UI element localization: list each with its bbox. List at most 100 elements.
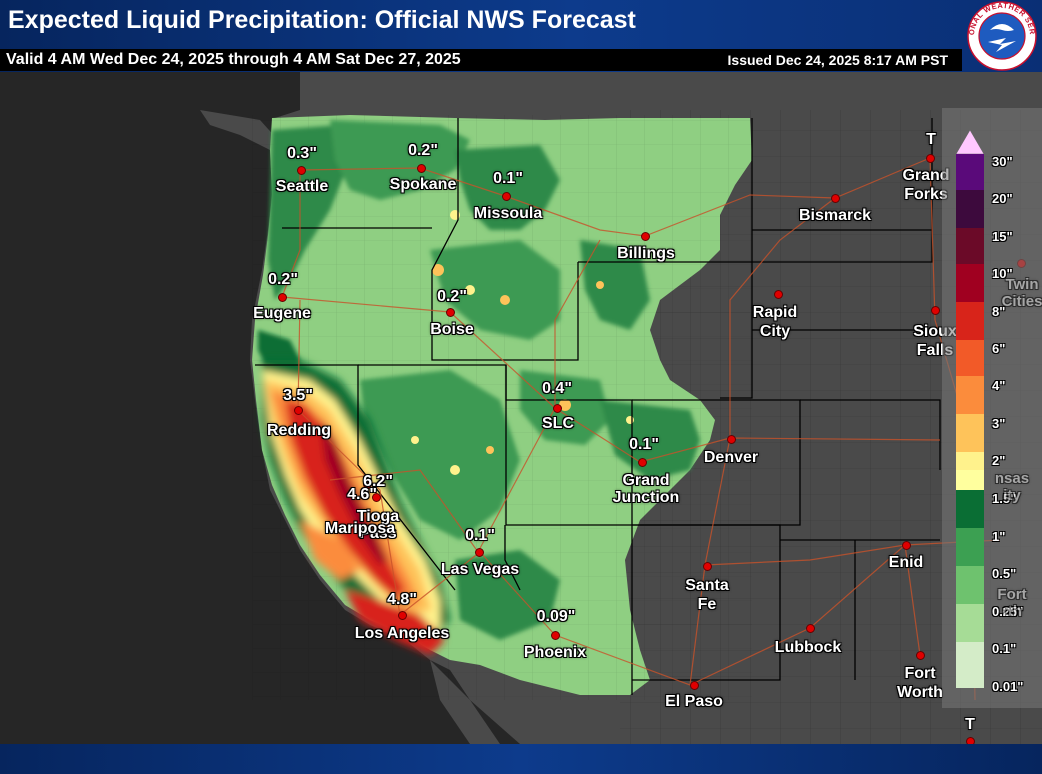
- city-dot-denver: [726, 434, 736, 444]
- legend-swatch: [956, 264, 984, 302]
- city-dot-el-paso: [689, 680, 699, 690]
- amount-south: T: [965, 716, 975, 733]
- amount-las-vegas: 0.1": [465, 527, 495, 544]
- legend-swatch: [956, 566, 984, 604]
- precip-map: [0, 72, 1042, 744]
- city-dot-sioux-falls: [930, 305, 940, 315]
- city-dot-tioga-pass: [371, 492, 381, 502]
- city-dot-boise: [445, 307, 455, 317]
- city-name-enid: Enid: [888, 554, 924, 571]
- map-title: Expected Liquid Precipitation: Official …: [8, 6, 636, 34]
- amount-los-angeles: 4.8": [387, 591, 417, 608]
- amount-tioga-pass: 6.2": [363, 473, 393, 490]
- city-dot-seattle: [296, 165, 306, 175]
- legend-swatch: [956, 490, 984, 528]
- city-dot-grand-junction: [637, 457, 647, 467]
- faded-label-twin-cities: Twin Cities: [1001, 276, 1042, 310]
- city-name-redding: Redding: [267, 422, 331, 439]
- city-name-las-vegas: Las Vegas: [440, 561, 520, 578]
- city-dot-phoenix: [550, 630, 560, 640]
- legend-label: 4": [992, 378, 1006, 393]
- city-name-slc: SLC: [542, 415, 574, 432]
- legend-label: 6": [992, 341, 1006, 356]
- legend-swatch: [956, 154, 984, 190]
- faded-label-fort-smith: Fort rth: [997, 586, 1027, 620]
- precip-coastal-heavy: [262, 360, 450, 655]
- city-dot-lubbock: [805, 623, 815, 633]
- legend-label: 1": [992, 529, 1006, 544]
- header-bar: Expected Liquid Precipitation: Official …: [0, 0, 1042, 72]
- legend-swatch: [956, 340, 984, 376]
- legend-swatch: [956, 528, 984, 566]
- nws-logo: NATIONAL WEATHER SERVICE: [962, 0, 1037, 71]
- legend-swatch: [956, 642, 984, 688]
- city-dot-mariposa: [362, 479, 372, 489]
- city-name-los-angeles: Los Angeles: [354, 625, 450, 642]
- legend-swatch: [956, 376, 984, 414]
- legend-label: 8": [992, 304, 1006, 319]
- legend-top-arrow: [956, 130, 984, 154]
- legend-label: 3": [992, 416, 1006, 431]
- legend-label: 0.1": [992, 641, 1017, 656]
- legend-swatch: [956, 470, 984, 490]
- city-dot-rapid-city: [773, 289, 783, 299]
- legend-swatch: [956, 604, 984, 642]
- city-name-missoula: Missoula: [473, 205, 543, 222]
- amount-phoenix: 0.09": [536, 608, 576, 625]
- city-dot-grand-forks: [925, 153, 935, 163]
- subtitle-bar: Valid 4 AM Wed Dec 24, 2025 through 4 AM…: [0, 49, 962, 71]
- city-dot-santa-fe: [702, 561, 712, 571]
- city-dot-enid: [901, 540, 911, 550]
- amount-boise: 0.2": [437, 288, 467, 305]
- legend-label: 10": [992, 266, 1013, 281]
- footer-bar: [0, 744, 1042, 774]
- city-name-el-paso: El Paso: [665, 693, 723, 710]
- city-dot-bismarck: [830, 193, 840, 203]
- city-name-grand-junction: Grand Junction: [612, 472, 680, 506]
- amount-redding: 3.5": [283, 387, 313, 404]
- legend-swatch: [956, 302, 984, 340]
- precip-legend: 30" 20" 15" 10" 8" 6" 4" 3" 2" 1.5" 1" 0…: [942, 108, 1042, 708]
- city-name-bismarck: Bismarck: [798, 207, 872, 224]
- city-dot-billings: [640, 231, 650, 241]
- valid-period: Valid 4 AM Wed Dec 24, 2025 through 4 AM…: [6, 51, 461, 68]
- city-dot-missoula: [501, 191, 511, 201]
- legend-label: 2": [992, 453, 1006, 468]
- city-name-phoenix: Phoenix: [523, 644, 587, 661]
- legend-label: 20": [992, 191, 1013, 206]
- state-borders: [255, 118, 942, 695]
- legend-label: 1.5": [992, 491, 1017, 506]
- legend-label: 0.5": [992, 566, 1017, 581]
- amount-seattle: 0.3": [287, 145, 317, 162]
- city-name-eugene: Eugene: [253, 305, 311, 322]
- legend-label: 0.01": [992, 679, 1024, 694]
- amount-eugene: 0.2": [268, 271, 298, 288]
- city-name-tioga-pass: Tioga Pass: [356, 508, 400, 542]
- city-name-fort-worth: Fort Worth: [897, 665, 943, 701]
- city-dot-slc: [552, 403, 562, 413]
- city-name-seattle: Seattle: [275, 178, 329, 195]
- amount-grand-junction: 0.1": [629, 436, 659, 453]
- city-name-boise: Boise: [430, 321, 474, 338]
- city-name-denver: Denver: [703, 449, 759, 466]
- city-dot-las-vegas: [474, 547, 484, 557]
- city-dot-eugene: [277, 292, 287, 302]
- city-name-mariposa: Mariposa: [324, 520, 396, 537]
- faded-label-kansas-city: nsas ity: [994, 470, 1030, 504]
- legend-swatch: [956, 228, 984, 264]
- legend-swatch: [956, 190, 984, 228]
- legend-swatch: [956, 452, 984, 470]
- city-dot-redding: [293, 405, 303, 415]
- city-name-lubbock: Lubbock: [774, 639, 842, 656]
- city-dot-spokane: [416, 163, 426, 173]
- city-dot-fort-worth: [915, 650, 925, 660]
- city-name-grand-forks: Grand Forks: [902, 167, 950, 203]
- legend-swatch: [956, 414, 984, 452]
- legend-label: 0.25": [992, 604, 1024, 619]
- amount-slc: 0.4": [542, 380, 572, 397]
- amount-spokane: 0.2": [408, 142, 438, 159]
- city-name-spokane: Spokane: [389, 176, 457, 193]
- issued-time: Issued Dec 24, 2025 8:17 AM PST: [727, 52, 948, 68]
- city-dot-los-angeles: [397, 610, 407, 620]
